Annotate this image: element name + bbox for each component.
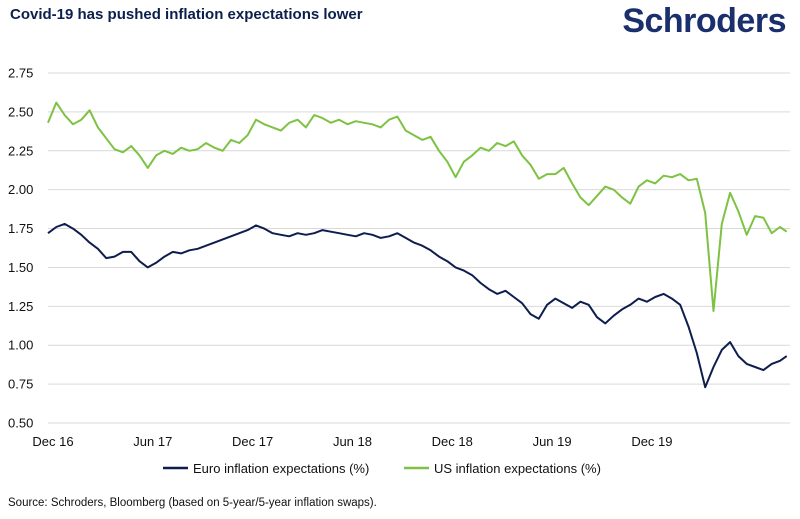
y-tick-label: 1.00 <box>8 338 33 353</box>
x-tick-label: Dec 19 <box>631 434 672 449</box>
euro-series-line <box>47 222 788 389</box>
schroders-logo: Schroders <box>622 2 786 40</box>
y-tick-label: 2.50 <box>8 104 33 119</box>
x-tick-label: Dec 18 <box>432 434 473 449</box>
us-series-line <box>47 101 788 312</box>
y-tick-label: 0.50 <box>8 416 33 431</box>
x-tick-label: Jun 18 <box>333 434 372 449</box>
x-tick-label: Dec 16 <box>32 434 73 449</box>
x-axis: Dec 16 Jun 17 Dec 17 Jun 18 Dec 18 Jun 19 Dec … <box>32 434 672 449</box>
grid-lines <box>48 72 790 424</box>
legend-label-us: US inflation expectations (%) <box>434 461 601 476</box>
x-tick-label: Dec 17 <box>232 434 273 449</box>
y-tick-label: 1.50 <box>8 260 33 275</box>
y-tick-label: 2.00 <box>8 182 33 197</box>
legend-label-euro: Euro inflation expectations (%) <box>193 461 369 476</box>
series-lines <box>47 101 788 389</box>
y-tick-label: 2.25 <box>8 143 33 158</box>
y-tick-label: 0.75 <box>8 377 33 392</box>
source-note: Source: Schroders, Bloomberg (based on 5… <box>8 497 377 509</box>
y-tick-label: 2.75 <box>8 66 33 81</box>
y-tick-label: 1.25 <box>8 299 33 314</box>
chart-title: Covid-19 has pushed inflation expectatio… <box>10 6 363 23</box>
y-axis: 2.75 2.50 2.25 2.00 1.75 1.50 1.25 1.00 0.75 0.50 <box>8 66 33 431</box>
x-tick-label: Jun 17 <box>133 434 172 449</box>
x-tick-label: Jun 19 <box>533 434 572 449</box>
y-tick-label: 1.75 <box>8 221 33 236</box>
legend: Euro inflation expectations (%) US infla… <box>163 461 601 476</box>
